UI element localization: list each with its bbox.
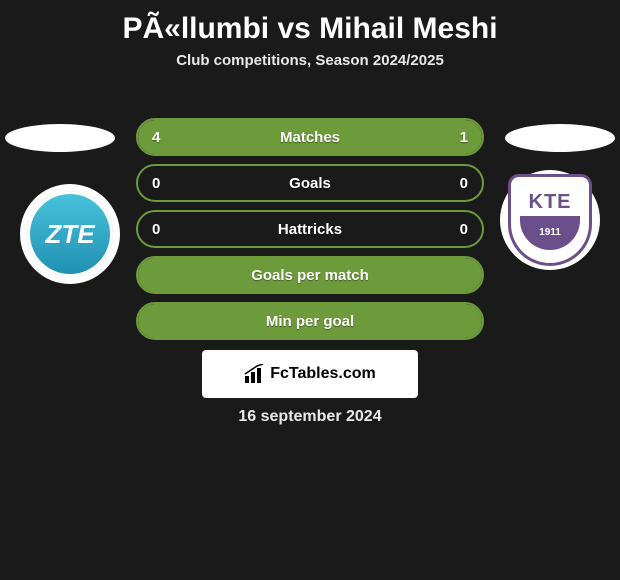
brand-chart-icon: [244, 364, 266, 384]
club-logo-left: ZTE: [20, 184, 120, 284]
club-logo-right-inner: KTE 1911: [508, 174, 592, 266]
decor-ellipse-right: [505, 124, 615, 152]
brand-box[interactable]: FcTables.com: [202, 350, 418, 398]
club-left-abbrev: ZTE: [45, 219, 94, 250]
page-title: PÃ«llumbi vs Mihail Meshi: [0, 0, 620, 46]
stat-row: 00Hattricks: [136, 210, 484, 248]
club-logo-left-inner: ZTE: [27, 191, 113, 277]
stat-row: Min per goal: [136, 302, 484, 340]
club-right-year: 1911: [520, 216, 580, 250]
stat-row: Goals per match: [136, 256, 484, 294]
decor-ellipse-left: [5, 124, 115, 152]
date-text: 16 september 2024: [0, 408, 620, 426]
club-logo-right: KTE 1911: [500, 170, 600, 270]
club-right-abbrev: KTE: [529, 191, 572, 214]
subtitle: Club competitions, Season 2024/2025: [0, 52, 620, 69]
stat-row: 41Matches: [136, 118, 484, 156]
stat-label: Goals: [138, 175, 482, 192]
stat-label: Hattricks: [138, 221, 482, 238]
stats-container: 41Matches 00Goals 00Hattricks Goals per mat…: [136, 118, 484, 348]
stat-label: Matches: [138, 129, 482, 146]
brand-text: FcTables.com: [270, 365, 376, 383]
stat-label: Goals per match: [138, 267, 482, 284]
stat-row: 00Goals: [136, 164, 484, 202]
stat-label: Min per goal: [138, 313, 482, 330]
